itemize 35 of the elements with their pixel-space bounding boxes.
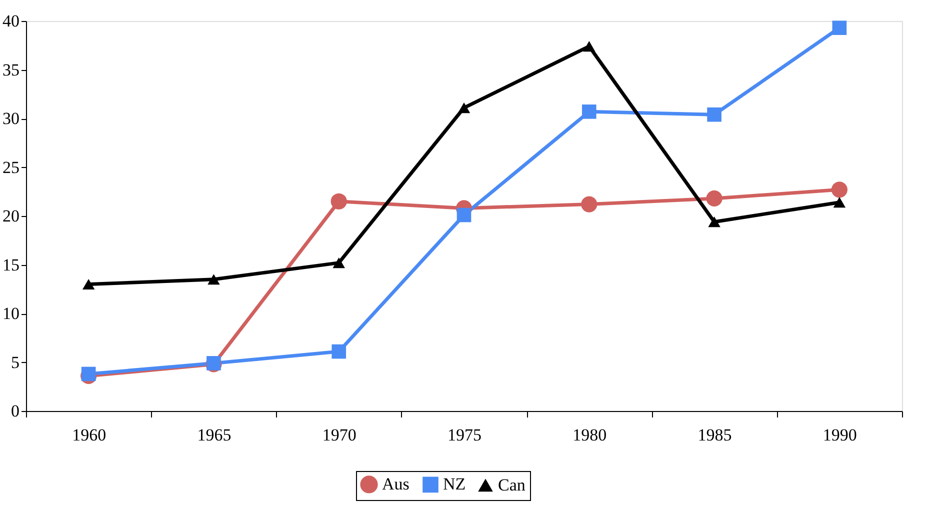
point: [332, 257, 345, 268]
x-tick-label: 1975: [448, 426, 482, 444]
y-tick-label: 10: [2, 304, 20, 323]
y-tick-label: 20: [2, 206, 20, 226]
x-tick-label: 1990: [822, 426, 857, 444]
legend-label: Aus: [382, 474, 410, 494]
point: [456, 208, 472, 222]
y-tick-label: 25: [2, 158, 20, 177]
point: [831, 182, 848, 198]
y-tick-label: 5: [11, 352, 20, 372]
point: [707, 107, 722, 122]
point: [583, 41, 596, 52]
y-tick-label: 0: [11, 402, 20, 420]
point: [458, 102, 470, 114]
y-tick-label: 15: [2, 255, 20, 274]
x-tick-label: 1965: [197, 426, 232, 444]
point: [330, 193, 347, 210]
x-tick-label: 1985: [698, 426, 732, 444]
point: [208, 274, 220, 285]
y-tick-label: 35: [2, 60, 20, 80]
legend-label: NZ: [443, 474, 466, 494]
y-tick-label: 30: [2, 109, 20, 128]
y-tick-label: 40: [2, 12, 20, 30]
x-tick-label: 1960: [72, 426, 106, 444]
point: [82, 278, 95, 290]
point: [332, 344, 346, 359]
point: [832, 20, 847, 35]
point: [581, 196, 598, 212]
point: [582, 104, 596, 119]
x-tick-label: 1980: [572, 426, 607, 444]
legend-label: Can: [498, 476, 526, 495]
point: [833, 197, 846, 208]
point: [708, 216, 720, 228]
point: [706, 190, 722, 206]
x-tick-label: 1970: [322, 426, 356, 444]
